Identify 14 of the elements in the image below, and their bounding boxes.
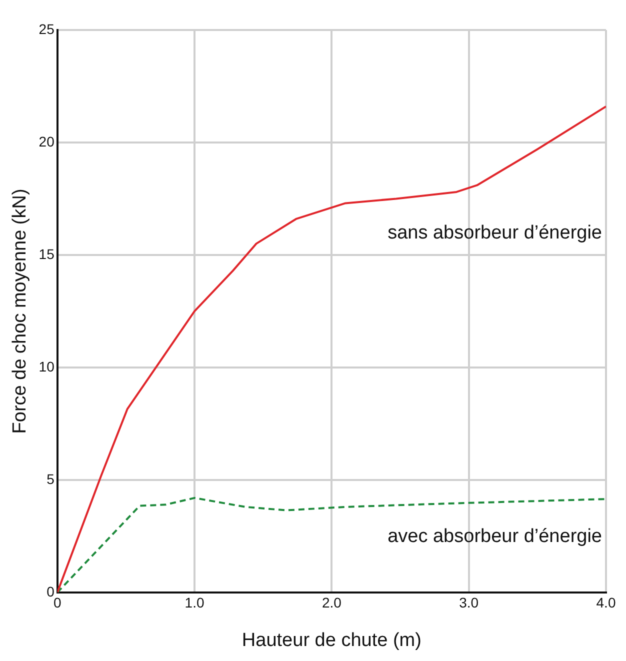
x-axis-title: Hauteur de chute (m)	[242, 630, 422, 651]
x-tick-label: 3.0	[459, 594, 479, 611]
y-tick-label: 15	[38, 246, 55, 262]
x-tick-label: 4.0	[596, 594, 616, 611]
y-tick-label: 0	[46, 583, 55, 600]
series-label: avec absorbeur d’énergie	[388, 526, 602, 548]
x-tick-label: 1.0	[184, 594, 204, 611]
y-tick-label: 25	[38, 20, 55, 37]
y-tick-label: 5	[46, 470, 55, 487]
x-tick-label: 2.0	[322, 594, 342, 611]
y-tick-label: 10	[38, 358, 55, 374]
y-axis-title: Force de choc moyenne (kN)	[10, 188, 31, 434]
y-tick-label: 20	[38, 133, 55, 150]
series-label: sans absorbeur d’énergie	[388, 222, 602, 244]
